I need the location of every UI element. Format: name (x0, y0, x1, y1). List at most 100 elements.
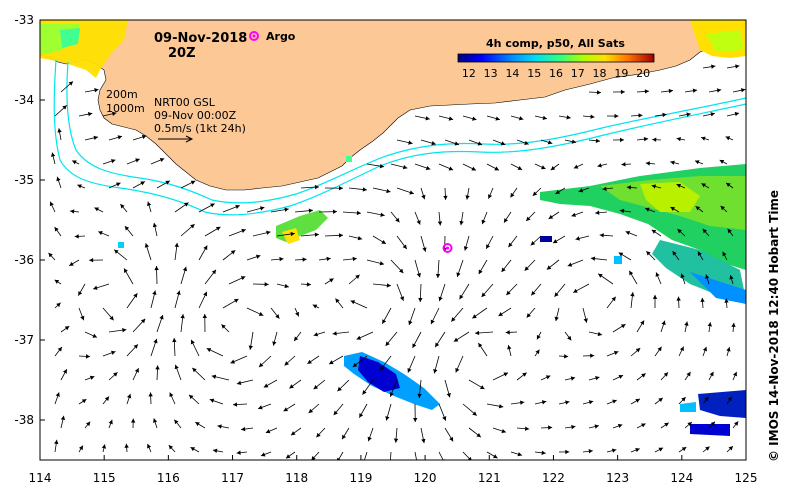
current-arrow (652, 294, 658, 309)
current-arrow (124, 443, 129, 453)
current-arrow (222, 249, 236, 261)
current-arrow (204, 226, 221, 237)
current-arrow (246, 254, 261, 261)
lat-tick-label: -33 (14, 13, 34, 27)
current-arrow (597, 163, 608, 168)
current-arrow (154, 265, 159, 285)
current-arrow (654, 112, 667, 118)
current-arrow (530, 235, 542, 246)
current-arrow (582, 400, 594, 405)
current-arrow (222, 298, 239, 309)
current-arrow (195, 421, 206, 429)
current-arrow (590, 256, 608, 261)
current-arrow (621, 162, 632, 167)
current-arrow (437, 211, 443, 226)
current-arrow (192, 367, 206, 381)
current-arrow (108, 371, 118, 381)
current-arrow (540, 425, 553, 430)
current-arrow (156, 314, 164, 333)
current-arrow (246, 307, 264, 316)
current-arrow (606, 350, 619, 357)
current-arrow (702, 446, 710, 453)
current-arrow (84, 331, 98, 338)
current-arrow (113, 249, 128, 261)
current-arrow (174, 242, 179, 261)
current-arrow (98, 231, 110, 237)
current-arrow (54, 105, 68, 117)
current-arrow (612, 137, 625, 143)
lon-tick-label: 117 (221, 471, 244, 485)
current-arrow (582, 307, 588, 323)
current-arrow (367, 427, 374, 442)
current-arrow (575, 235, 590, 241)
current-arrow (660, 320, 666, 333)
colorbar-tick-label: 19 (614, 67, 628, 80)
current-arrow (492, 372, 509, 381)
current-arrow (707, 322, 712, 333)
current-arrow (558, 400, 570, 405)
argo-legend: Argo (249, 30, 296, 43)
current-arrow (510, 163, 523, 171)
current-arrow (396, 283, 405, 301)
current-arrow (308, 403, 320, 414)
current-arrow (644, 207, 656, 213)
current-arrow (501, 259, 512, 273)
current-arrow (702, 346, 708, 357)
current-arrow (108, 419, 113, 429)
current-arrow (510, 400, 525, 405)
current-arrow (588, 138, 601, 143)
current-arrow (630, 398, 641, 405)
current-arrow (625, 230, 638, 237)
colorbar-tick-label: 13 (484, 67, 498, 80)
current-arrow (60, 325, 70, 333)
current-arrow (54, 346, 63, 357)
latitude-axis: -33 -34 -35 -36 -37 -38 (14, 13, 45, 427)
current-arrow (654, 346, 662, 357)
current-arrow (705, 274, 710, 285)
current-arrow (294, 307, 300, 317)
current-arrow (660, 88, 673, 94)
current-arrow (676, 296, 681, 309)
current-arrow (468, 139, 483, 146)
current-arrow (602, 186, 614, 191)
current-arrow (472, 307, 488, 319)
current-arrow (420, 427, 426, 444)
current-arrow (503, 211, 512, 223)
current-arrow (352, 355, 368, 368)
current-arrow (285, 451, 296, 459)
current-arrow (708, 371, 714, 381)
current-arrow (198, 291, 208, 309)
current-arrow (381, 307, 392, 324)
current-arrow (390, 259, 404, 274)
current-arrow (379, 355, 392, 371)
current-arrow (510, 451, 523, 457)
current-arrow (252, 230, 271, 237)
plot-frame (39, 19, 747, 461)
current-arrow (430, 307, 440, 325)
current-arrow (670, 160, 680, 165)
current-arrow (485, 235, 494, 249)
current-arrow (263, 379, 278, 388)
current-arrow (486, 403, 504, 409)
lon-tick-label: 124 (670, 471, 693, 485)
current-arrow (572, 283, 590, 293)
current-arrow (156, 180, 171, 189)
current-arrow (180, 180, 196, 189)
current-arrow (444, 139, 460, 146)
current-arrow (628, 270, 638, 285)
current-arrow (123, 268, 134, 285)
current-arrow (294, 257, 307, 262)
current-arrow (417, 379, 422, 398)
current-arrow (272, 331, 278, 346)
current-arrow (217, 424, 230, 429)
current-arrow (510, 187, 518, 198)
current-arrow (221, 324, 230, 333)
current-arrow (60, 415, 66, 429)
colorbar-tick-label: 15 (527, 67, 541, 80)
current-arrow (168, 444, 176, 453)
current-arrow (246, 206, 265, 213)
current-arrow (265, 427, 278, 434)
current-arrow (595, 210, 608, 215)
current-arrow (348, 235, 363, 241)
current-arrow (678, 346, 685, 357)
